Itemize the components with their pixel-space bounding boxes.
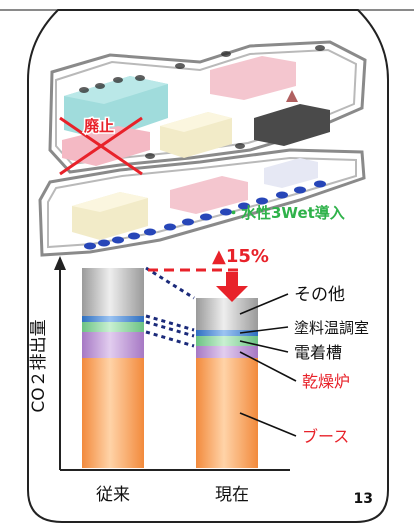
leader-line-1 [239,351,297,382]
abolished-label: 廃止 [84,117,114,135]
bar-segment-now-2 [196,336,258,346]
y-axis-label: CO２排出量 [29,319,49,412]
component-label-1: 乾燥炉 [302,372,350,391]
reduction-down-arrow-icon [216,272,248,302]
bar-segment-now-1 [196,346,258,358]
page-number: 13 [354,491,373,507]
y-axis-arrow-icon [54,256,66,270]
category-label-before: 従来 [96,485,130,505]
bar-segment-now-4 [196,298,258,330]
component-label-3: 塗料温調室 [294,319,369,337]
connector-line-0 [145,330,195,348]
content-frame [27,9,389,523]
leader-line-0 [239,412,297,437]
abolished-cross-icon [59,116,143,176]
bar-segment-before-1 [82,332,144,358]
connector-line-top [145,266,195,300]
leader-line-2 [239,340,289,353]
connector-line-1 [145,320,195,338]
bar-segment-before-3 [82,316,144,322]
co2-chart: CO２排出量 ▲15% 従来 現在 ブース 乾燥炉 電着槽 塗料温調室 その他 [29,246,369,505]
component-label-0: ブース [302,427,349,446]
component-label-4: その他 [294,285,345,305]
bar-segment-before-4 [82,268,144,316]
component-label-2: 電着槽 [294,343,342,362]
bar-segment-before-0 [82,358,144,468]
leader-line-4 [239,293,289,315]
reduction-label: ▲15% [212,246,269,267]
paint-line-illustration [38,40,367,257]
bar-segment-now-3 [196,330,258,336]
bar-segment-before-2 [82,322,144,332]
leader-line-3 [239,326,289,334]
connector-line-2 [145,314,195,332]
waterborne-3wet-label: ・水性3Wet導入 [226,204,345,222]
category-label-now: 現在 [215,485,249,505]
bar-segment-now-0 [196,358,258,468]
